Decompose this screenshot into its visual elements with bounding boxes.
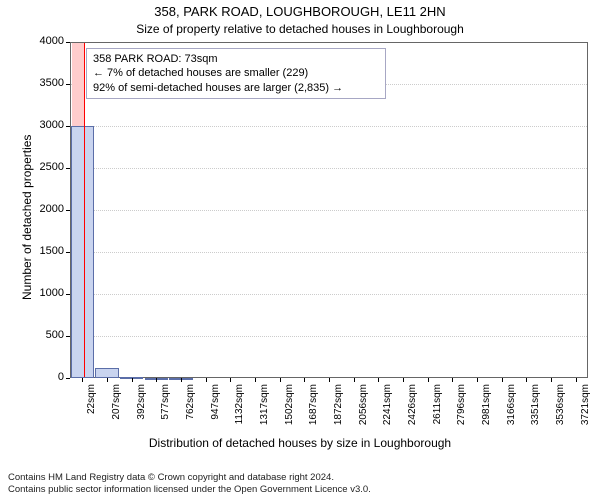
xtick-label: 2611sqm [432,384,443,434]
ytick-label: 500 [30,329,64,341]
xtick-mark [452,378,453,382]
xtick-label: 3536sqm [555,384,566,434]
xtick-mark [280,378,281,382]
xtick-label: 3166sqm [506,384,517,434]
legend-line-3: 92% of semi-detached houses are larger (… [93,81,379,95]
grid-line [71,294,587,295]
ytick-mark [66,42,70,43]
xtick-mark [304,378,305,382]
ytick-mark [66,168,70,169]
xtick-label: 392sqm [136,384,147,434]
ytick-label: 2500 [30,161,64,173]
xtick-mark [551,378,552,382]
ytick-mark [66,294,70,295]
ytick-label: 4000 [30,35,64,47]
xtick-label: 2796sqm [456,384,467,434]
ytick-label: 3500 [30,77,64,89]
footer-line-2: Contains public sector information licen… [8,484,592,496]
xtick-label: 2056sqm [358,384,369,434]
xtick-mark [107,378,108,382]
ytick-label: 1500 [30,245,64,257]
footer-line-1: Contains HM Land Registry data © Crown c… [8,472,592,484]
xtick-mark [329,378,330,382]
grid-line [71,126,587,127]
xtick-label: 1872sqm [333,384,344,434]
xtick-label: 577sqm [160,384,171,434]
xtick-mark [255,378,256,382]
y-axis-label: Number of detached properties [20,135,34,300]
footer-attribution: Contains HM Land Registry data © Crown c… [8,472,592,496]
xtick-label: 2981sqm [481,384,492,434]
grid-line [71,168,587,169]
chart-subtitle: Size of property relative to detached ho… [0,22,600,36]
xtick-label: 762sqm [185,384,196,434]
xtick-label: 3721sqm [580,384,591,434]
xtick-mark [354,378,355,382]
xtick-mark [428,378,429,382]
xtick-label: 2426sqm [407,384,418,434]
xtick-label: 1132sqm [234,384,245,434]
ytick-mark [66,252,70,253]
xtick-label: 1687sqm [308,384,319,434]
ytick-mark [66,84,70,85]
ytick-label: 0 [30,371,64,383]
xtick-mark [477,378,478,382]
ytick-label: 3000 [30,119,64,131]
legend-line-2: ← 7% of detached houses are smaller (229… [93,66,379,80]
chart-title: 358, PARK ROAD, LOUGHBOROUGH, LE11 2HN [0,4,600,19]
xtick-mark [82,378,83,382]
ytick-mark [66,336,70,337]
xtick-label: 2241sqm [382,384,393,434]
grid-line [71,210,587,211]
xtick-label: 1502sqm [284,384,295,434]
xtick-label: 22sqm [86,384,97,434]
ytick-label: 1000 [30,287,64,299]
ytick-mark [66,378,70,379]
bar [71,126,94,378]
xtick-mark [576,378,577,382]
ytick-mark [66,126,70,127]
xtick-mark [502,378,503,382]
xtick-label: 207sqm [111,384,122,434]
ytick-mark [66,210,70,211]
xtick-mark [378,378,379,382]
ytick-label: 2000 [30,203,64,215]
legend-box: 358 PARK ROAD: 73sqm ← 7% of detached ho… [86,48,386,99]
grid-line [71,252,587,253]
x-axis-label: Distribution of detached houses by size … [0,436,600,450]
xtick-mark [156,378,157,382]
chart-frame: 358, PARK ROAD, LOUGHBOROUGH, LE11 2HN S… [0,0,600,500]
xtick-mark [181,378,182,382]
grid-line [71,336,587,337]
xtick-mark [132,378,133,382]
xtick-label: 3351sqm [530,384,541,434]
bar [95,368,118,378]
xtick-mark [206,378,207,382]
xtick-label: 947sqm [210,384,221,434]
legend-line-1: 358 PARK ROAD: 73sqm [93,52,379,66]
xtick-mark [526,378,527,382]
xtick-label: 1317sqm [259,384,270,434]
xtick-mark [230,378,231,382]
xtick-mark [403,378,404,382]
highlight-line [84,43,85,377]
